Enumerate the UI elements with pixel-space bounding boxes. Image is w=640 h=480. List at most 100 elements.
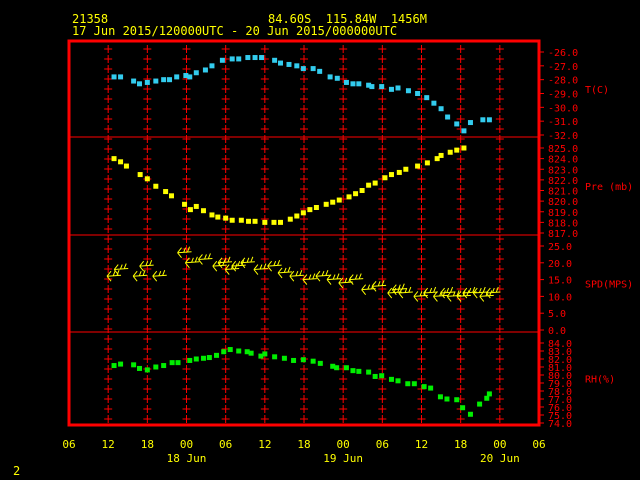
y-tick-label: 75.0: [548, 411, 572, 422]
temp-point: [219, 57, 225, 63]
temp-point: [131, 78, 137, 84]
rh-point: [330, 363, 336, 369]
pres-point: [366, 182, 372, 188]
pres-point: [123, 163, 129, 169]
wind-barb: [277, 266, 293, 279]
temp-point: [310, 66, 316, 72]
pres-point: [438, 152, 444, 158]
temp-point: [245, 55, 251, 61]
temp-point: [187, 74, 193, 80]
pres-point: [396, 169, 402, 175]
y-tick-label: 823.0: [548, 165, 578, 176]
wind-barb: [240, 256, 255, 269]
pres-point: [403, 166, 409, 172]
temp-point: [356, 81, 362, 87]
y-tick-label: 76.0: [548, 403, 572, 414]
x-tick-label: 06: [62, 438, 75, 451]
temp-point: [486, 117, 492, 123]
wind-barb: [371, 280, 387, 292]
x-tick-label: 12: [415, 438, 428, 451]
wind-barb: [184, 256, 200, 269]
temp-point: [350, 81, 356, 87]
y-tick-label: 818.0: [548, 218, 578, 229]
pres-point: [307, 207, 313, 213]
rh-point: [486, 391, 492, 397]
pres-point: [163, 189, 169, 195]
pres-point: [137, 172, 143, 178]
temp-point: [229, 56, 235, 62]
pres-point: [193, 203, 199, 209]
rh-point: [118, 361, 124, 367]
y-tick-label: 821.0: [548, 187, 578, 198]
pres-point: [353, 191, 359, 197]
y-tick-label: 82.0: [548, 355, 572, 366]
pres-point: [330, 199, 336, 205]
x-tick-label: 18: [297, 438, 310, 451]
pres-point: [447, 149, 453, 155]
rh-point: [137, 365, 142, 371]
pres-point: [153, 183, 159, 189]
pres-point: [223, 215, 229, 221]
y-tick-label: 822.0: [548, 176, 578, 187]
rh-point: [444, 396, 450, 402]
pres-point: [215, 214, 221, 220]
pres-point: [388, 172, 394, 178]
y-tick-label: 83.0: [548, 347, 572, 358]
pres-point: [336, 197, 342, 203]
rh-point: [187, 357, 193, 363]
rh-point: [467, 411, 473, 417]
rh-point: [221, 349, 227, 355]
temp-point: [395, 85, 401, 91]
pres-point: [200, 208, 206, 214]
rh-point: [477, 401, 483, 407]
wind-barb: [391, 283, 407, 295]
temp-point: [379, 84, 385, 90]
temp-point: [144, 79, 150, 85]
temp-point: [278, 60, 283, 66]
rh-point: [300, 357, 306, 363]
temp-point: [461, 128, 467, 134]
temp-point: [202, 67, 208, 73]
y-tick-label: 10.0: [548, 292, 572, 303]
y-tick-label: 817.0: [548, 229, 578, 240]
y-tick-label: -27.0: [548, 62, 578, 73]
rh-point: [262, 351, 268, 357]
pres-point: [182, 201, 188, 207]
wind-barb: [224, 263, 240, 275]
x-tick-label: 00: [180, 438, 193, 451]
rh-point: [334, 365, 340, 371]
pres-point: [461, 145, 467, 151]
pres-point: [424, 160, 430, 166]
pres-point: [246, 218, 252, 224]
rh-point: [144, 367, 150, 373]
wind-barb: [231, 259, 246, 272]
wind-barb: [253, 263, 268, 275]
rh-point: [153, 364, 159, 370]
pres-point: [252, 218, 258, 224]
station-location: 84.60S 115.84W 1456M: [268, 12, 427, 26]
rh-point: [437, 394, 443, 400]
time-period: 17 Jun 2015/120000UTC - 20 Jun 2015/0000…: [72, 24, 398, 38]
rh-point: [248, 350, 254, 356]
temp-point: [174, 74, 180, 80]
rh-point: [193, 356, 199, 362]
temp-point: [327, 74, 333, 80]
x-tick-label: 06: [219, 438, 232, 451]
y-tick-label: -28.0: [548, 76, 578, 87]
wind-barb: [315, 270, 330, 282]
rh-point: [356, 368, 362, 374]
y-tick-label: -29.0: [548, 90, 578, 101]
panel-label: SPD(MPS): [585, 280, 633, 291]
rh-point: [236, 348, 242, 354]
panel-label: RH(%): [585, 375, 615, 386]
x-tick-label: 12: [258, 438, 271, 451]
rh-point: [169, 360, 175, 366]
temp-point: [431, 100, 437, 106]
pres-point: [346, 194, 352, 200]
temp-point: [405, 88, 411, 94]
wind-barb: [198, 253, 213, 265]
wind-barb: [472, 286, 488, 299]
temp-point: [252, 55, 258, 61]
temp-point: [137, 81, 142, 87]
wind-barb: [479, 290, 494, 302]
